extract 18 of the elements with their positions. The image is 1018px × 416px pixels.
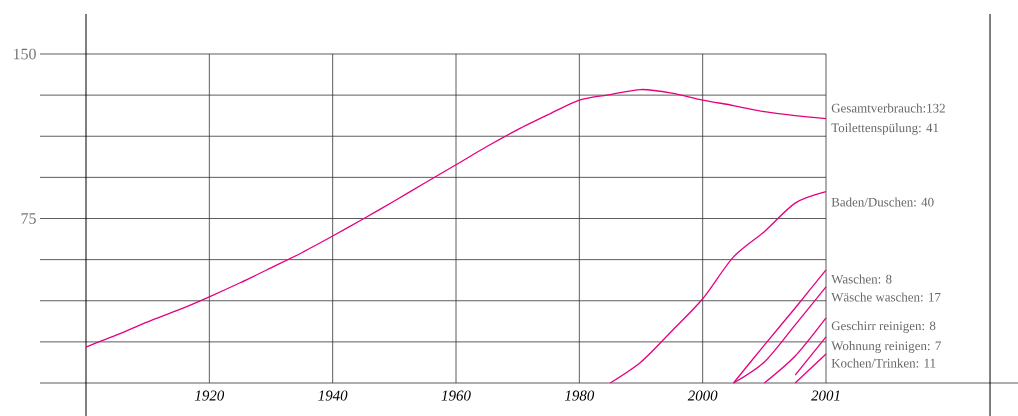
text: Geschirr reinigen: 8 (831, 321, 936, 333)
x-tick-label: 2001 (811, 390, 840, 401)
x-tick-label: 1940 (318, 390, 348, 401)
text: Wäsche waschen: 17 (831, 292, 941, 302)
y-tick-label: 75 (21, 213, 36, 224)
y-tick-label: 150 (13, 48, 36, 60)
text: Toilettenspülung: 41 (831, 123, 939, 135)
line-series (85, 88, 827, 348)
text: Gesamtverbrauch:132 (831, 103, 945, 113)
line-series (609, 191, 827, 384)
x-tick-label: 1960 (441, 390, 471, 401)
text: Waschen: 8 (831, 274, 892, 284)
text: Wohnung reinigen: 7 (831, 341, 941, 353)
text: Baden/Duschen: 40 (831, 197, 934, 207)
text: Kochen/Trinken: 11 (831, 358, 936, 368)
x-tick-label: 1920 (194, 390, 225, 401)
x-tick-label: 2000 (687, 390, 718, 401)
x-tick-label: 1980 (564, 390, 595, 401)
